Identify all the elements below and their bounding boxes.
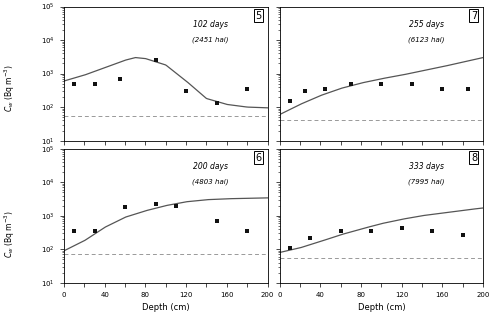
X-axis label: Depth (cm): Depth (cm) — [142, 303, 190, 312]
Text: $C_w$ (Bq m$^{-3}$): $C_w$ (Bq m$^{-3}$) — [2, 64, 17, 112]
Text: 102 days: 102 days — [193, 20, 228, 29]
Text: (6123 hai): (6123 hai) — [408, 36, 444, 43]
Text: 333 days: 333 days — [409, 162, 444, 171]
Text: 255 days: 255 days — [409, 20, 444, 29]
Text: (2451 hai): (2451 hai) — [192, 36, 229, 43]
Text: 7: 7 — [471, 10, 477, 20]
Text: 6: 6 — [255, 153, 261, 163]
Text: 8: 8 — [471, 153, 477, 163]
Text: 200 days: 200 days — [193, 162, 228, 171]
Text: (4803 hai): (4803 hai) — [192, 178, 229, 185]
Text: 5: 5 — [255, 10, 261, 20]
Text: (7995 hai): (7995 hai) — [408, 178, 444, 185]
X-axis label: Depth (cm): Depth (cm) — [357, 303, 405, 312]
Text: $C_w$ (Bq m$^{-3}$): $C_w$ (Bq m$^{-3}$) — [2, 210, 17, 258]
